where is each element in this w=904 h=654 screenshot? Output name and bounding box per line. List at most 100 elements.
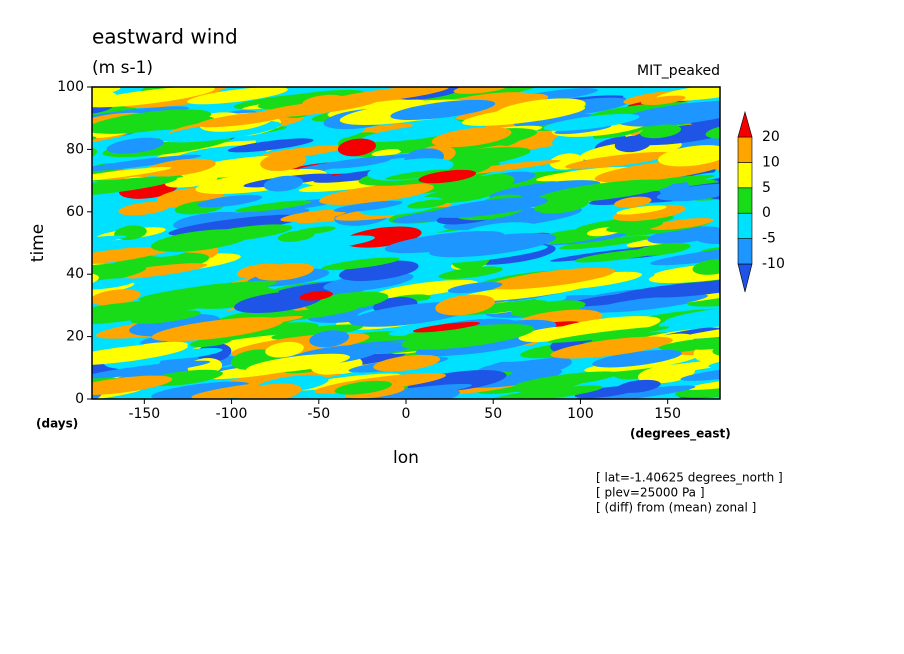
field-texture: [687, 288, 720, 307]
field-texture: [92, 166, 172, 183]
field-texture: [309, 330, 350, 348]
field-texture: [418, 169, 477, 184]
x-tick-label: -150: [128, 406, 160, 422]
field-texture: [650, 245, 720, 266]
field-texture: [514, 371, 618, 389]
colorbar-label: -5: [762, 231, 776, 247]
field-texture: [253, 235, 376, 255]
y-tick-label: 60: [66, 204, 84, 220]
colorbar-label: 20: [762, 129, 780, 145]
field-texture: [430, 197, 549, 218]
field-texture: [634, 242, 691, 256]
model-label: MIT_peaked: [637, 63, 720, 79]
field-texture: [680, 365, 720, 381]
field-texture: [237, 383, 302, 399]
field-texture: [106, 137, 164, 154]
y-unit-label: (days): [36, 417, 78, 431]
field-texture: [271, 324, 364, 340]
field-texture: [150, 229, 251, 252]
field-texture: [616, 205, 667, 215]
field-texture: [92, 199, 131, 211]
field-texture: [617, 100, 720, 127]
field-texture: [658, 306, 720, 330]
field-texture: [647, 226, 720, 244]
field-texture: [319, 183, 434, 205]
field-texture: [260, 152, 307, 172]
field-texture: [390, 99, 496, 120]
field-texture: [265, 341, 304, 358]
x-tick-label: -100: [216, 406, 248, 422]
field-texture: [647, 278, 720, 298]
field-texture: [24, 306, 91, 324]
colorbar-segment: [737, 110, 753, 138]
field-texture: [220, 322, 319, 341]
field-texture: [606, 220, 664, 233]
field-texture: [92, 375, 173, 396]
field-texture: [138, 280, 277, 301]
field-texture: [235, 200, 312, 213]
field-texture: [323, 87, 450, 105]
field-texture: [161, 347, 223, 360]
field-texture: [92, 87, 215, 108]
colorbar-segment: [737, 212, 753, 239]
field-texture: [118, 201, 171, 216]
y-tick-label: 20: [66, 329, 84, 345]
field-texture: [719, 376, 720, 395]
x-axis-label: lon: [393, 448, 419, 468]
field-texture: [92, 300, 180, 325]
field-texture: [165, 174, 218, 188]
field-texture: [344, 385, 405, 399]
chart-subtitle: (m s-1): [92, 58, 153, 78]
field-texture: [734, 318, 783, 332]
field-texture: [438, 266, 503, 280]
note: [ lat=-1.40625 degrees_north ]: [596, 471, 783, 485]
field-texture: [472, 173, 515, 191]
field-texture: [59, 248, 91, 259]
field-texture: [227, 138, 314, 153]
y-axis-label: time: [28, 224, 48, 262]
field-texture: [92, 289, 141, 306]
field-texture: [536, 166, 631, 182]
field-texture: [196, 111, 291, 128]
x-unit-label: (degrees_east): [630, 427, 731, 442]
field-texture: [711, 326, 720, 340]
field-texture: [592, 349, 682, 368]
field-texture: [661, 135, 720, 152]
field-texture: [649, 218, 714, 230]
colorbar-segment: [737, 238, 753, 265]
field-texture: [280, 209, 346, 222]
field-texture: [92, 278, 136, 290]
field-texture: [559, 235, 652, 250]
field-texture: [712, 338, 720, 357]
colorbar-segment: [737, 162, 753, 189]
field-texture: [658, 145, 720, 167]
field-texture: [293, 226, 336, 235]
field-texture: [92, 360, 211, 379]
field-texture: [246, 353, 351, 373]
field-texture: [404, 330, 443, 339]
field-texture: [401, 324, 535, 350]
x-tick-label: 150: [654, 406, 681, 422]
field-texture: [692, 338, 720, 350]
field-texture: [189, 337, 232, 348]
x-tick-label: 50: [484, 406, 502, 422]
field-texture: [547, 326, 670, 343]
colorbar-label: -10: [762, 256, 785, 272]
field-texture: [681, 321, 720, 339]
field-texture: [488, 267, 616, 290]
field-texture: [565, 151, 673, 169]
field-texture: [728, 356, 779, 377]
field-texture: [431, 127, 512, 148]
field-texture: [543, 113, 640, 131]
field-texture: [337, 138, 377, 157]
field-texture: [263, 175, 304, 192]
field-texture: [187, 287, 280, 309]
colorbar-segment: [737, 263, 753, 293]
field-texture: [92, 235, 127, 253]
field-texture: [714, 87, 720, 98]
field-texture: [658, 337, 720, 350]
field-texture: [412, 321, 480, 333]
field-texture: [92, 154, 202, 172]
field-texture: [539, 271, 643, 290]
